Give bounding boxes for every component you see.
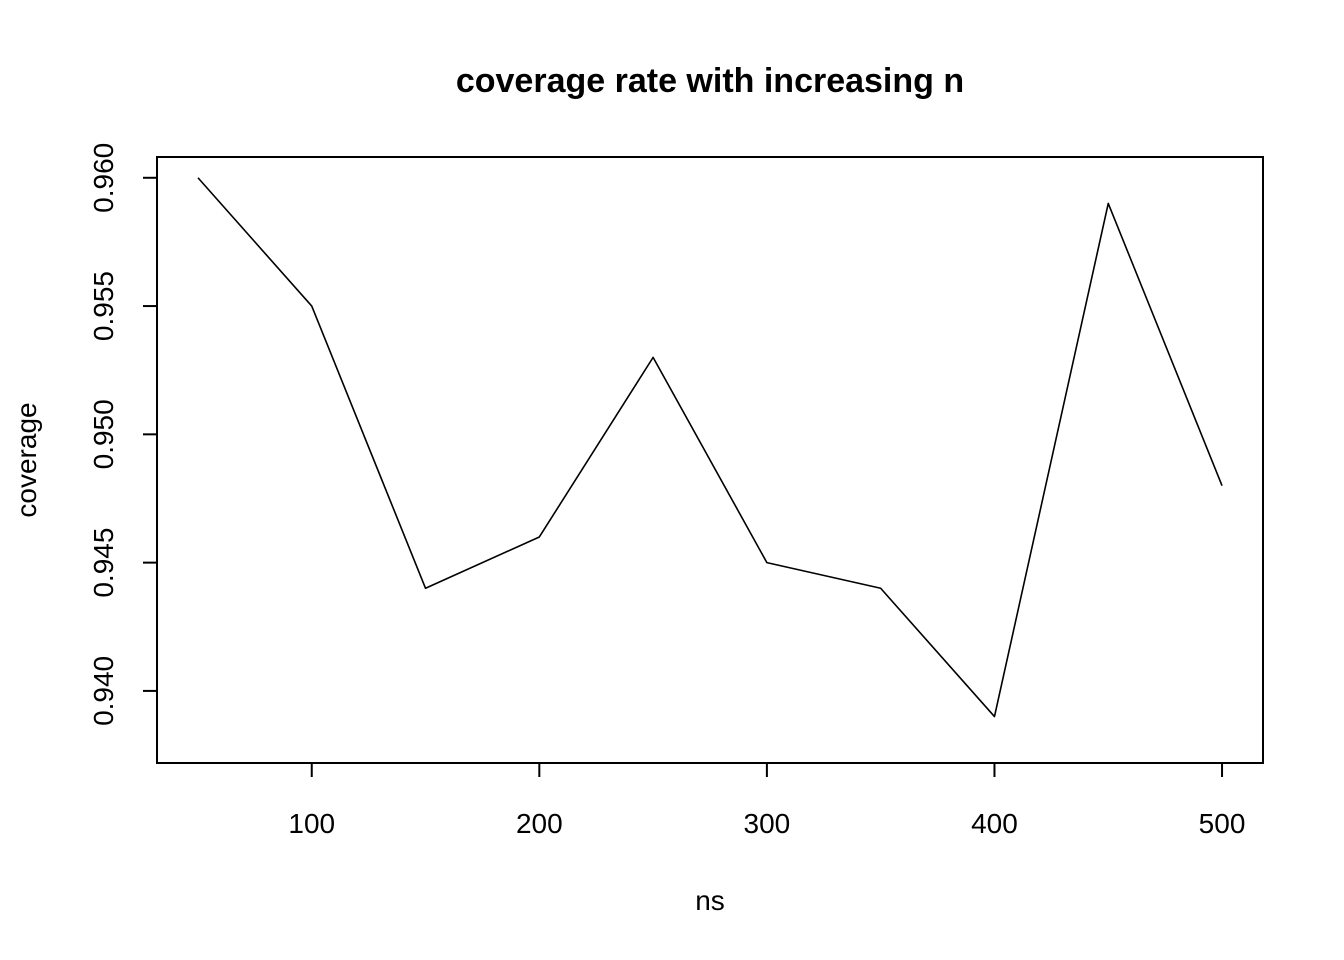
- series-line: [197, 177, 1223, 718]
- series-layer: [197, 177, 1223, 718]
- y-tick-label: 0.950: [88, 399, 119, 469]
- y-tick-label: 0.940: [88, 656, 119, 726]
- x-axis-label: ns: [695, 885, 725, 916]
- y-tick-label: 0.945: [88, 528, 119, 598]
- y-axis: 0.940 0.945 0.950 0.955 0.960: [88, 143, 158, 726]
- y-axis-label: coverage: [11, 402, 42, 517]
- x-axis: 100 200 300 400 500: [288, 762, 1246, 839]
- y-tick-label: 0.955: [88, 271, 119, 341]
- x-tick-label: 500: [1199, 808, 1246, 839]
- x-tick-label: 200: [516, 808, 563, 839]
- chart-title: coverage rate with increasing n: [456, 62, 964, 100]
- x-tick-label: 300: [744, 808, 791, 839]
- x-tick-label: 100: [288, 808, 335, 839]
- y-tick-label: 0.960: [88, 143, 119, 213]
- x-tick-label: 400: [971, 808, 1018, 839]
